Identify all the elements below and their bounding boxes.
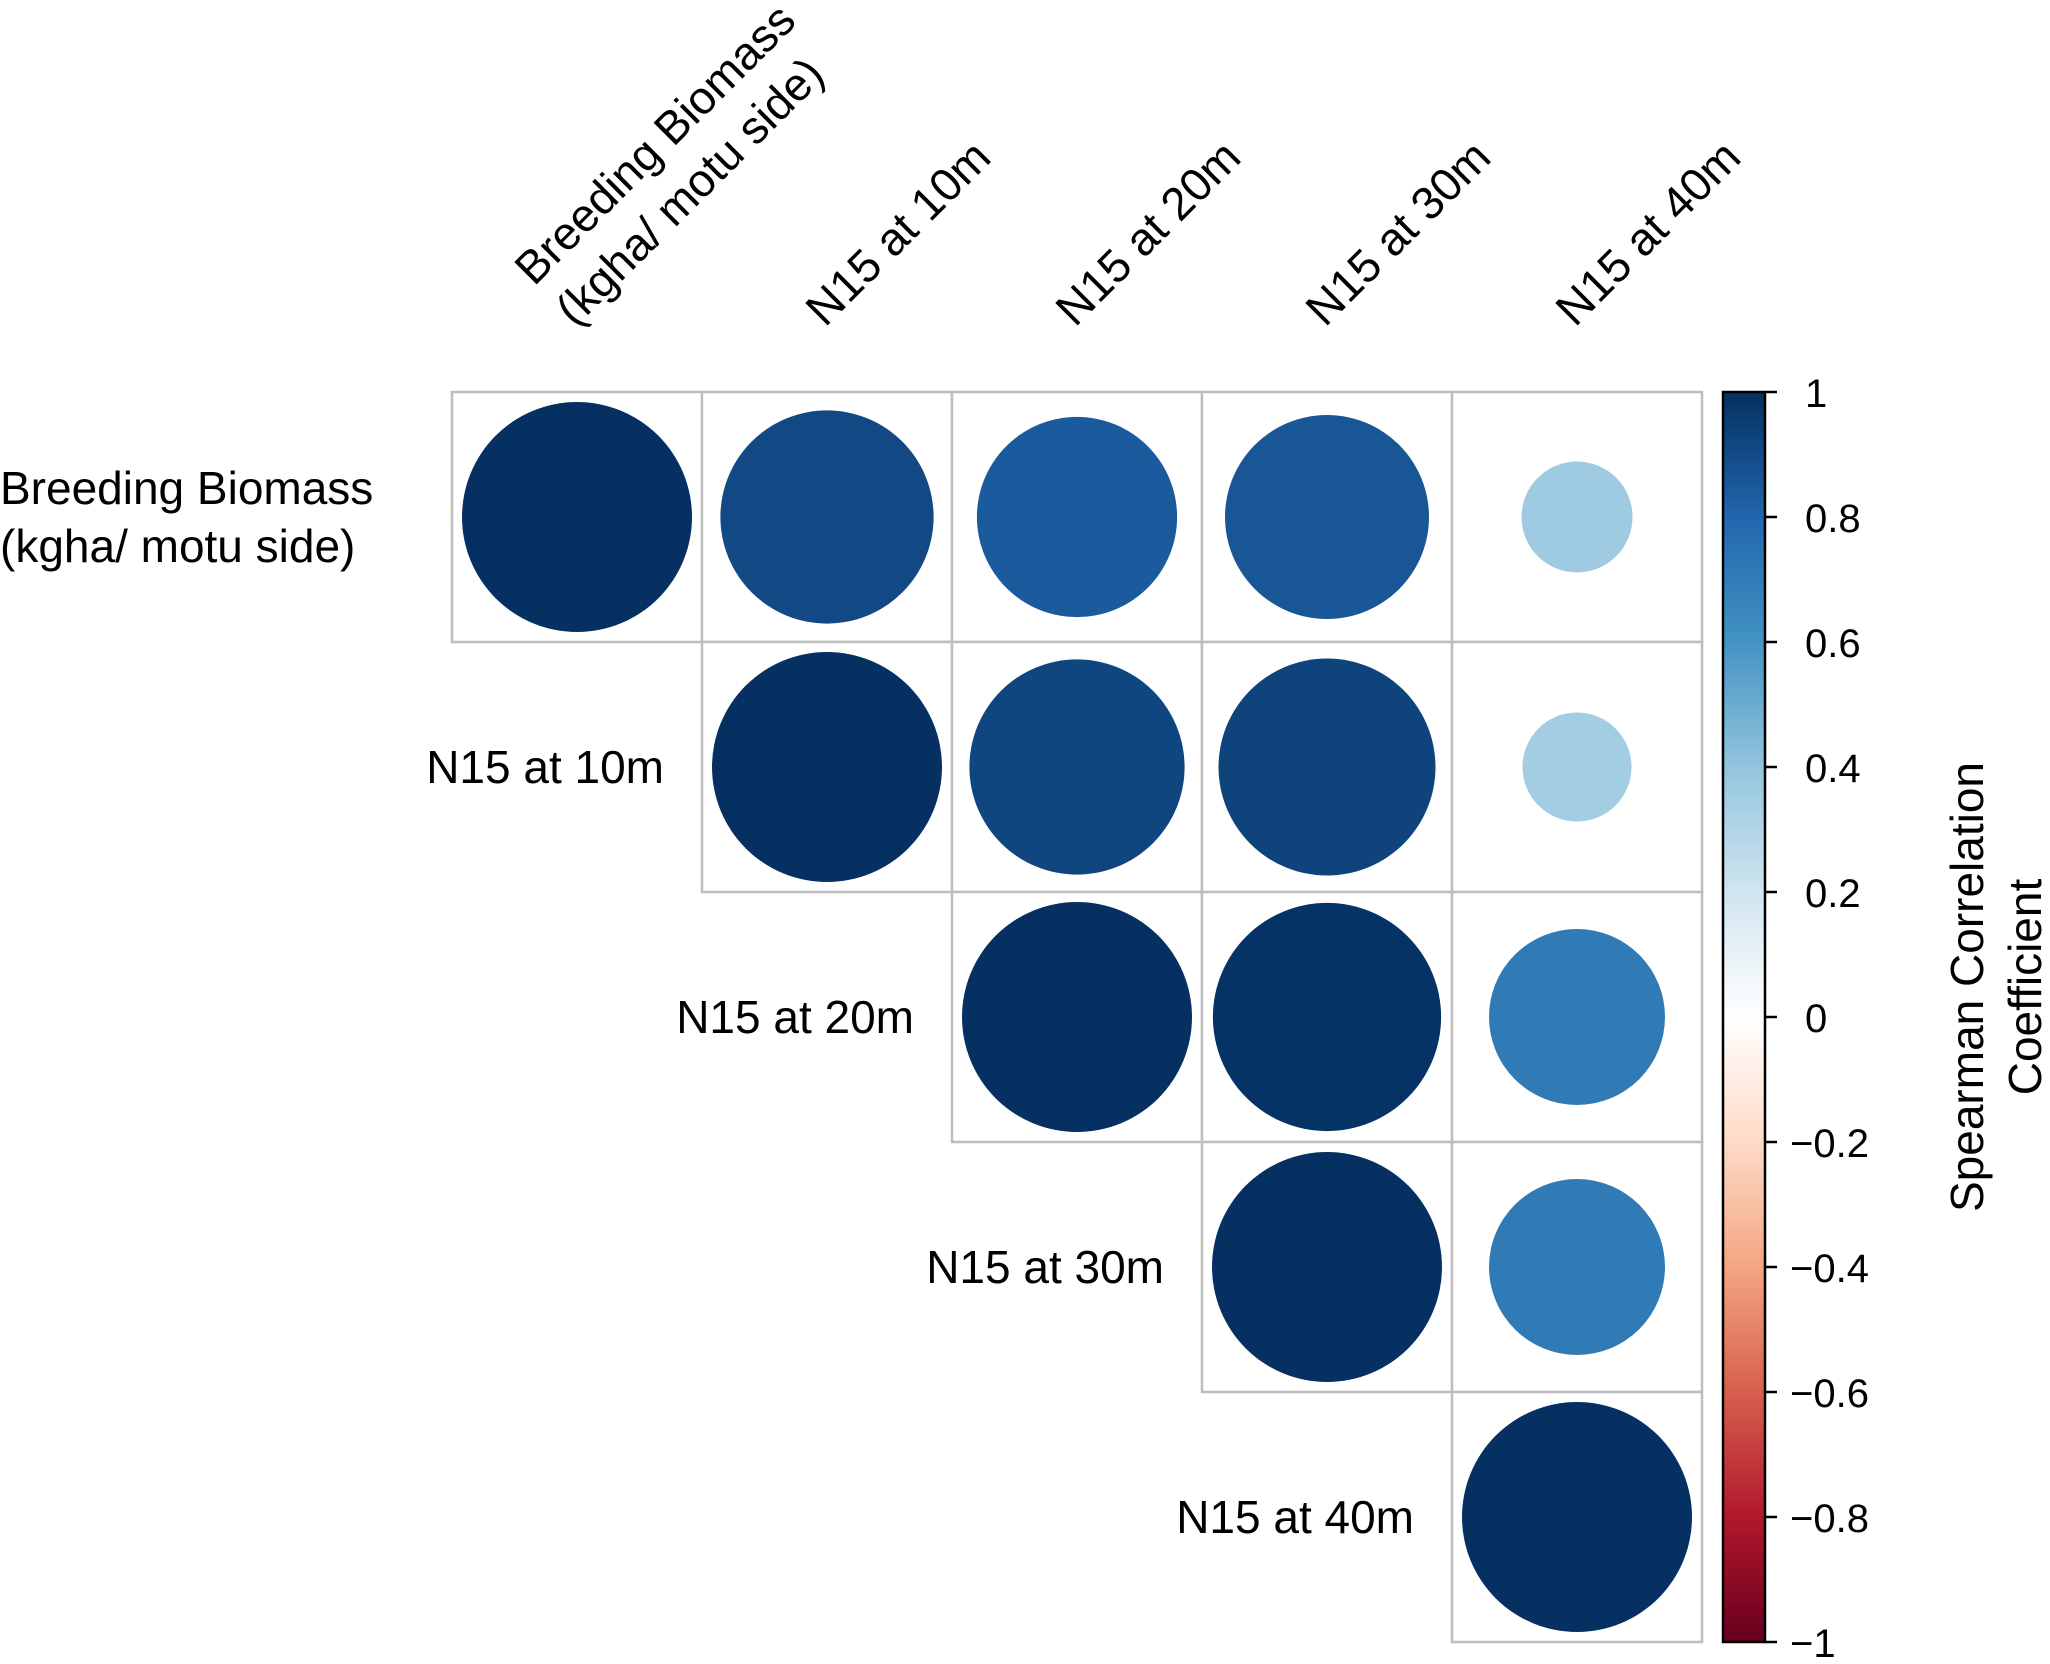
correlation-circle — [962, 902, 1192, 1132]
color-bar-tick-label: −0.4 — [1790, 1247, 1869, 1291]
column-label-line: N15 at 30m — [1295, 130, 1500, 335]
row-label-line: (kgha/ motu side) — [0, 520, 355, 572]
correlation-circle — [1489, 1179, 1665, 1355]
correlation-circle — [462, 402, 692, 632]
column-label-line: N15 at 40m — [1545, 130, 1750, 335]
column-label: N15 at 10m — [795, 130, 1000, 335]
row-label-line: N15 at 20m — [676, 991, 914, 1043]
color-legend: 1 0.8 0.6 0.4 0.2 0 −0.2 −0.4 −0.6 −0.8 −1 Spearman… — [1721, 372, 2050, 1664]
color-bar-tick-label: 0.8 — [1805, 497, 1861, 541]
row-label-line: Breeding Biomass — [0, 462, 373, 514]
column-labels: Breeding Biomass(kgha/ motu side)N15 at … — [504, 0, 1750, 335]
row-labels: Breeding Biomass (kgha/ motu side) N15 at … — [0, 462, 1414, 1543]
correlation-circle — [1212, 1152, 1442, 1382]
color-bar-tick-label: 0.4 — [1805, 747, 1861, 791]
color-bar-tick-label: 1 — [1805, 372, 1827, 416]
correlation-circle — [1522, 712, 1632, 822]
color-bar-tick-label: −0.8 — [1790, 1497, 1869, 1541]
row-label-line: N15 at 30m — [926, 1241, 1164, 1293]
row-label: Breeding Biomass (kgha/ motu side) — [0, 462, 373, 572]
color-bar-title-line: Spearman Correlation — [1941, 762, 1993, 1212]
correlation-circle — [969, 659, 1185, 875]
correlation-circle — [1521, 461, 1633, 573]
column-label: N15 at 20m — [1045, 130, 1250, 335]
row-label-line: N15 at 10m — [426, 741, 664, 793]
color-bar-title: Spearman Correlation Coefficient — [1941, 762, 2050, 1212]
color-bar-tick-label: 0 — [1805, 997, 1827, 1041]
correlation-circles — [462, 402, 1692, 1632]
correlation-circle — [976, 416, 1178, 618]
color-bar-tick-label: 0.2 — [1805, 872, 1861, 916]
column-label: N15 at 30m — [1295, 130, 1500, 335]
column-label-line: N15 at 10m — [795, 130, 1000, 335]
correlation-circle — [1212, 902, 1442, 1132]
correlation-circle — [1218, 658, 1436, 876]
color-bar-tick-label: −0.6 — [1790, 1372, 1869, 1416]
color-bar — [1721, 390, 1767, 1644]
color-bar-tick-label: −1 — [1790, 1622, 1836, 1664]
correlation-circle — [720, 410, 934, 624]
correlation-circle — [712, 652, 942, 882]
row-label: N15 at 10m — [426, 741, 664, 793]
correlation-circle — [1225, 415, 1429, 619]
color-bar-tick-label: 0.6 — [1805, 622, 1861, 666]
correlation-circle — [1489, 929, 1665, 1105]
color-bar-tick-label: −0.2 — [1790, 1122, 1869, 1166]
column-label-line: N15 at 20m — [1045, 130, 1250, 335]
color-bar-title-line: Coefficient — [1999, 879, 2050, 1096]
column-label: Breeding Biomass(kgha/ motu side) — [504, 0, 846, 335]
row-label: N15 at 40m — [1176, 1491, 1414, 1543]
column-label: N15 at 40m — [1545, 130, 1750, 335]
row-label: N15 at 30m — [926, 1241, 1164, 1293]
row-label-line: N15 at 40m — [1176, 1491, 1414, 1543]
row-label: N15 at 20m — [676, 991, 914, 1043]
correlation-circle — [1462, 1402, 1692, 1632]
